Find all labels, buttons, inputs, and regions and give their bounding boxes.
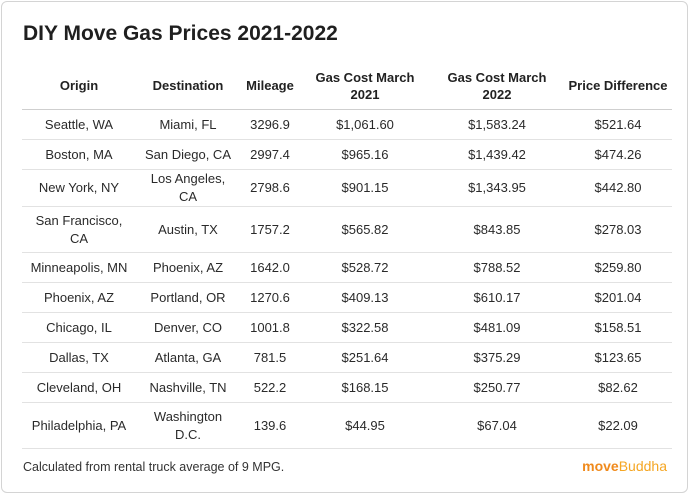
brand-part-move: move — [582, 458, 619, 474]
cell-difference: $158.51 — [564, 312, 672, 343]
cell-cost-2022: $67.04 — [430, 402, 564, 449]
cell-destination: Los Angeles, CA — [136, 169, 240, 207]
cell-mileage: 2997.4 — [240, 139, 300, 170]
cell-difference: $442.80 — [564, 169, 672, 207]
cell-difference: $22.09 — [564, 402, 672, 449]
cell-cost-2022: $375.29 — [430, 342, 564, 373]
cell-cost-2021: $528.72 — [300, 252, 430, 283]
cell-cost-2021: $168.15 — [300, 372, 430, 403]
cell-destination: Miami, FL — [136, 109, 240, 140]
cell-cost-2022: $1,583.24 — [430, 109, 564, 140]
table-title: DIY Move Gas Prices 2021-2022 — [23, 22, 338, 45]
cell-cost-2021: $251.64 — [300, 342, 430, 373]
cell-cost-2022: $250.77 — [430, 372, 564, 403]
cell-origin: New York, NY — [22, 169, 136, 207]
table-header-row: Origin Destination Mileage Gas Cost Marc… — [22, 62, 672, 110]
cell-mileage: 139.6 — [240, 402, 300, 449]
cell-destination: Portland, OR — [136, 282, 240, 313]
column-header-cost-2021: Gas Cost March 2021 — [300, 62, 430, 110]
cell-cost-2022: $1,343.95 — [430, 169, 564, 207]
column-header-mileage: Mileage — [240, 62, 300, 110]
cell-cost-2022: $1,439.42 — [430, 139, 564, 170]
cell-mileage: 1270.6 — [240, 282, 300, 313]
cell-mileage: 3296.9 — [240, 109, 300, 140]
cell-mileage: 781.5 — [240, 342, 300, 373]
cell-origin: Phoenix, AZ — [22, 282, 136, 313]
table-row: Phoenix, AZ Portland, OR 1270.6 $409.13 … — [22, 282, 672, 313]
cell-destination: Washington D.C. — [136, 402, 240, 449]
cell-cost-2021: $901.15 — [300, 169, 430, 207]
cell-mileage: 1001.8 — [240, 312, 300, 343]
table-row: Seattle, WA Miami, FL 3296.9 $1,061.60 $… — [22, 109, 672, 140]
table-row: Minneapolis, MN Phoenix, AZ 1642.0 $528.… — [22, 252, 672, 283]
table-row: New York, NY Los Angeles, CA 2798.6 $901… — [22, 169, 672, 207]
table-row: Chicago, IL Denver, CO 1001.8 $322.58 $4… — [22, 312, 672, 343]
cell-origin: Dallas, TX — [22, 342, 136, 373]
cell-cost-2021: $409.13 — [300, 282, 430, 313]
cell-destination: Nashville, TN — [136, 372, 240, 403]
cell-cost-2022: $788.52 — [430, 252, 564, 283]
cell-difference: $82.62 — [564, 372, 672, 403]
cell-destination: Phoenix, AZ — [136, 252, 240, 283]
cell-destination: San Diego, CA — [136, 139, 240, 170]
column-header-difference: Price Difference — [564, 62, 672, 110]
cell-cost-2021: $44.95 — [300, 402, 430, 449]
column-header-cost-2022: Gas Cost March 2022 — [430, 62, 564, 110]
cell-destination: Atlanta, GA — [136, 342, 240, 373]
cell-origin: Boston, MA — [22, 139, 136, 170]
cell-origin: San Francisco, CA — [22, 206, 136, 253]
table-row: Cleveland, OH Nashville, TN 522.2 $168.1… — [22, 372, 672, 403]
brand-part-buddha: Buddha — [618, 458, 667, 474]
cell-difference: $521.64 — [564, 109, 672, 140]
cell-cost-2021: $322.58 — [300, 312, 430, 343]
cell-origin: Chicago, IL — [22, 312, 136, 343]
table-row: Philadelphia, PA Washington D.C. 139.6 $… — [22, 402, 672, 449]
cell-origin: Cleveland, OH — [22, 372, 136, 403]
cell-difference: $259.80 — [564, 252, 672, 283]
cell-difference: $201.04 — [564, 282, 672, 313]
cell-origin: Philadelphia, PA — [22, 402, 136, 449]
cell-origin: Minneapolis, MN — [22, 252, 136, 283]
cell-cost-2022: $843.85 — [430, 206, 564, 253]
cell-cost-2022: $481.09 — [430, 312, 564, 343]
cell-cost-2022: $610.17 — [430, 282, 564, 313]
cell-mileage: 1642.0 — [240, 252, 300, 283]
column-header-origin: Origin — [22, 62, 136, 110]
cell-mileage: 2798.6 — [240, 169, 300, 207]
cell-destination: Austin, TX — [136, 206, 240, 253]
table-row: Boston, MA San Diego, CA 2997.4 $965.16 … — [22, 139, 672, 170]
movebuddha-logo: moveBuddha — [582, 458, 667, 474]
cell-mileage: 522.2 — [240, 372, 300, 403]
table-row: Dallas, TX Atlanta, GA 781.5 $251.64 $37… — [22, 342, 672, 373]
cell-mileage: 1757.2 — [240, 206, 300, 253]
cell-difference: $474.26 — [564, 139, 672, 170]
cell-origin: Seattle, WA — [22, 109, 136, 140]
cell-cost-2021: $965.16 — [300, 139, 430, 170]
gas-prices-table: Origin Destination Mileage Gas Cost Marc… — [22, 62, 672, 449]
table-row: San Francisco, CA Austin, TX 1757.2 $565… — [22, 206, 672, 253]
column-header-destination: Destination — [136, 62, 240, 110]
cell-difference: $278.03 — [564, 206, 672, 253]
footnote: Calculated from rental truck average of … — [23, 460, 285, 474]
cell-cost-2021: $1,061.60 — [300, 109, 430, 140]
cell-destination: Denver, CO — [136, 312, 240, 343]
cell-cost-2021: $565.82 — [300, 206, 430, 253]
cell-difference: $123.65 — [564, 342, 672, 373]
